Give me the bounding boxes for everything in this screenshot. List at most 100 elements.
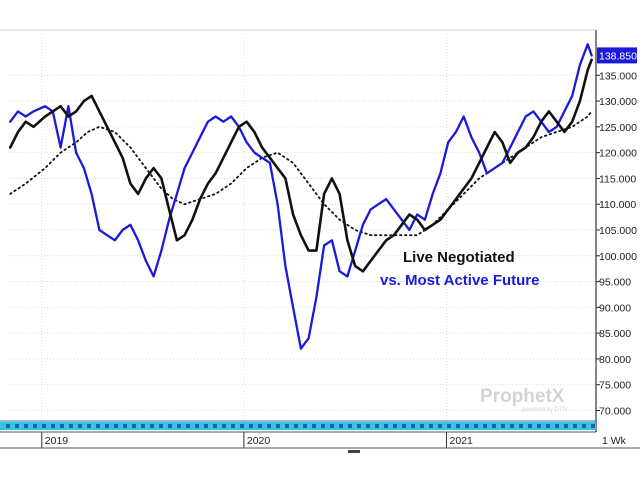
time-band-marker	[285, 424, 289, 428]
time-band-marker	[240, 424, 244, 428]
y-axis: 70.000 75.000 80.000 85.000 90.000 95.000 100.…	[596, 70, 637, 418]
time-band-marker	[132, 424, 136, 428]
time-band-marker	[78, 424, 82, 428]
series-lines	[8, 43, 593, 350]
time-band-marker	[465, 424, 469, 428]
time-band-marker	[87, 424, 91, 428]
y-tick-label: 90.000	[599, 302, 631, 314]
time-band-marker	[312, 424, 316, 428]
time-band-marker	[366, 424, 370, 428]
y-tick-label: 100.000	[599, 251, 637, 263]
x-tick-label: 2020	[247, 435, 271, 447]
time-band-marker	[582, 424, 586, 428]
y-tick-label: 125.000	[599, 122, 637, 134]
time-band-marker	[492, 424, 496, 428]
time-band-marker	[330, 424, 334, 428]
timeframe-label: 1 Wk	[602, 435, 627, 447]
time-band-marker	[96, 424, 100, 428]
y-tick-label: 120.000	[599, 148, 637, 160]
time-band-marker	[438, 424, 442, 428]
scroll-indicator	[348, 450, 360, 453]
time-band-marker	[42, 424, 46, 428]
annotation-live-negotiated: Live Negotiated	[403, 249, 515, 266]
chart-frame	[0, 29, 597, 432]
y-tick-label: 105.000	[599, 225, 637, 237]
time-band-marker	[564, 424, 568, 428]
time-band-marker	[222, 424, 226, 428]
time-band-marker	[537, 424, 541, 428]
time-band-marker	[555, 424, 559, 428]
time-band-marker	[195, 424, 199, 428]
time-band-marker	[357, 424, 361, 428]
time-band-marker	[51, 424, 55, 428]
time-band-marker	[60, 424, 64, 428]
time-band-marker	[33, 424, 37, 428]
watermark-sub: powered by DTN	[522, 407, 567, 413]
time-band-marker	[267, 424, 271, 428]
last-value-badge	[597, 47, 637, 64]
annotation-most-active-future: vs. Most Active Future	[380, 272, 539, 289]
grid-lines	[8, 34, 596, 426]
time-band-marker	[258, 424, 262, 428]
last-value-marker: 138.850	[597, 47, 637, 64]
time-band-marker	[141, 424, 145, 428]
time-band-marker	[420, 424, 424, 428]
time-band-marker	[6, 424, 10, 428]
time-band-marker	[294, 424, 298, 428]
time-band-marker	[159, 424, 163, 428]
time-band-marker	[528, 424, 532, 428]
time-band-marker	[411, 424, 415, 428]
time-band-marker	[546, 424, 550, 428]
y-tick-label: 135.000	[599, 70, 637, 82]
x-axis: 2019 2020 2021	[0, 431, 640, 453]
time-band-marker	[150, 424, 154, 428]
x-tick-label: 2021	[450, 435, 474, 447]
time-band-marker	[393, 424, 397, 428]
time-band-marker	[591, 424, 595, 428]
time-band-marker	[69, 424, 73, 428]
y-tick-label: 130.000	[599, 96, 637, 108]
y-tick-label: 115.000	[599, 173, 636, 185]
negotiated-line	[8, 58, 593, 273]
time-band-marker	[123, 424, 127, 428]
watermark-brand: ProphetX	[480, 386, 565, 407]
y-tick-label: 110.000	[599, 199, 636, 211]
time-band-marker	[114, 424, 118, 428]
time-band-marker	[276, 424, 280, 428]
time-band-marker	[204, 424, 208, 428]
time-band-marker	[168, 424, 172, 428]
time-band-marker	[231, 424, 235, 428]
time-band-marker	[303, 424, 307, 428]
y-tick-label: 85.000	[599, 328, 631, 340]
time-band-marker	[447, 424, 451, 428]
time-band-marker	[483, 424, 487, 428]
time-band-marker	[429, 424, 433, 428]
last-value-label: 138.850	[599, 50, 637, 62]
y-tick-label: 75.000	[599, 380, 631, 392]
time-band-marker	[321, 424, 325, 428]
time-band-marker	[105, 424, 109, 428]
prophetx-watermark: ProphetX powered by DTN	[480, 386, 567, 413]
time-band-marker	[213, 424, 217, 428]
y-tick-label: 95.000	[599, 277, 631, 289]
time-band-marker	[177, 424, 181, 428]
time-band-marker	[510, 424, 514, 428]
time-band-marker	[501, 424, 505, 428]
time-band-marker	[384, 424, 388, 428]
annotations: Live Negotiated vs. Most Active Future	[380, 249, 539, 289]
time-band-marker	[456, 424, 460, 428]
time-band-marker	[339, 424, 343, 428]
time-band-marker	[519, 424, 523, 428]
time-band-marker	[375, 424, 379, 428]
y-tick-label: 80.000	[599, 354, 631, 366]
time-band-marker	[474, 424, 478, 428]
time-band-marker	[24, 424, 28, 428]
time-band-marker	[402, 424, 406, 428]
y-tick-label: 70.000	[599, 406, 631, 418]
time-band	[0, 420, 596, 430]
time-band-marker	[573, 424, 577, 428]
time-band-marker	[249, 424, 253, 428]
time-band-marker	[348, 424, 352, 428]
